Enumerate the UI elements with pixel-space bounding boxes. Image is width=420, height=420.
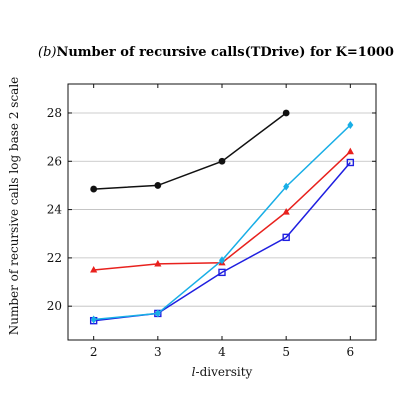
series-1 xyxy=(90,109,290,193)
y-tick-label: 28 xyxy=(47,106,62,120)
data-point xyxy=(154,259,162,267)
chart-title-prefix: (b) xyxy=(38,45,56,60)
data-point xyxy=(154,182,162,189)
chart-title-text: Number of recursive calls(TDrive) for K=… xyxy=(56,45,394,60)
data-point xyxy=(283,182,290,191)
data-point xyxy=(219,256,225,265)
data-point xyxy=(218,157,226,165)
x-tick-label: 5 xyxy=(282,345,290,359)
data-point xyxy=(346,158,355,167)
data-point xyxy=(218,268,226,277)
data-point xyxy=(347,121,354,130)
y-tick-label: 22 xyxy=(47,251,62,265)
series-line xyxy=(93,151,351,271)
data-point xyxy=(282,208,290,215)
data-point xyxy=(282,233,290,242)
grid-lines xyxy=(68,112,376,307)
x-tick-label: 3 xyxy=(154,345,162,359)
y-axis-label: Number of recursive calls log base 2 sca… xyxy=(7,77,21,336)
chart-title: (b)Number of recursive calls(TDrive) for… xyxy=(38,45,394,60)
plot-frame xyxy=(67,83,377,341)
series-line xyxy=(93,124,351,321)
y-tick-label: 20 xyxy=(47,299,62,313)
data-point xyxy=(154,309,161,318)
data-point xyxy=(90,315,97,324)
data-point xyxy=(90,265,98,273)
series-layer xyxy=(89,109,355,325)
axis-ticks: 20 22 24 26 28 2 3 4 5 6 xyxy=(47,84,376,359)
y-tick-label: 26 xyxy=(47,154,62,168)
x-axis-label-italic: l xyxy=(192,365,196,379)
x-tick-label: 2 xyxy=(90,345,98,359)
data-point xyxy=(346,147,354,155)
x-tick-label: 4 xyxy=(218,345,226,359)
series-4 xyxy=(90,121,354,324)
series-line xyxy=(93,112,287,190)
y-tick-label: 24 xyxy=(47,203,63,217)
x-axis-label-rest: -diversity xyxy=(196,365,253,379)
x-axis-label: l-diversity xyxy=(192,365,253,379)
series-2 xyxy=(90,147,354,273)
data-point xyxy=(90,185,98,193)
x-tick-label: 6 xyxy=(347,345,355,359)
series-3 xyxy=(89,158,355,325)
data-point xyxy=(282,109,290,117)
